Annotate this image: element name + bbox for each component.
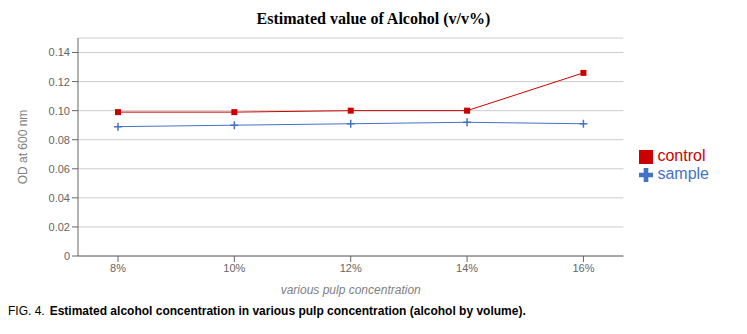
svg-text:16%: 16% [572,262,594,274]
svg-text:0.02: 0.02 [49,221,70,233]
svg-text:OD at 600 nm: OD at 600 nm [16,110,30,185]
html-text:control: control [657,147,706,164]
svg-text:0.06: 0.06 [49,163,70,175]
svg-text:various pulp concentration: various pulp concentration [281,283,421,297]
svg-text:12%: 12% [340,262,362,274]
html-text:Estimated value of Alcohol (v/: Estimated value of Alcohol (v/v%) [256,10,491,27]
svg-text:8%: 8% [110,262,126,274]
html-text:FIG. 4. Estimated alcohol conc: FIG. 4. Estimated alcohol concentration … [8,304,526,318]
svg-text:0.12: 0.12 [49,76,70,88]
svg-text:14%: 14% [456,262,478,274]
html-text:sample: sample [657,165,709,182]
svg-text:0.10: 0.10 [49,105,70,117]
svg-text:10%: 10% [223,262,245,274]
svg-text:0.08: 0.08 [49,134,70,146]
svg-text:0.04: 0.04 [49,192,70,204]
svg-text:0.14: 0.14 [49,46,70,58]
svg-text:0: 0 [64,250,70,262]
